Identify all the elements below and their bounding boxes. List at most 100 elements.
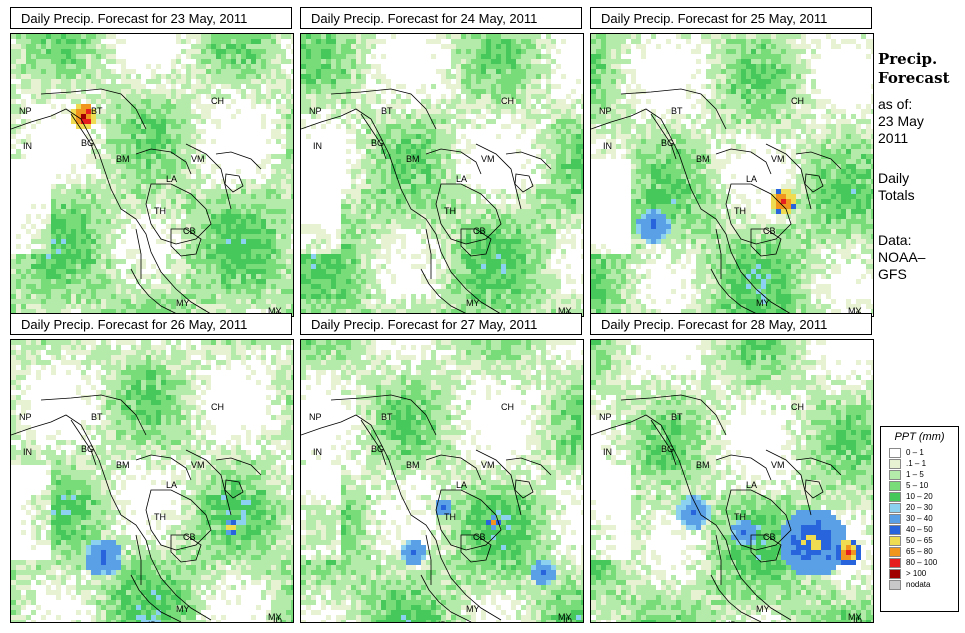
country-label: MY — [268, 612, 282, 622]
side-daily-line: Daily — [878, 170, 910, 186]
precip-grid — [301, 340, 583, 622]
country-border — [40, 88, 147, 130]
precip-map-svg: NPBTCHINBGBMVMLATHCBMYIDIDMY — [301, 34, 583, 316]
border-lines — [301, 88, 552, 316]
country-label: CB — [473, 226, 486, 236]
legend-item: 10 – 20 — [889, 491, 958, 502]
country-label: CH — [791, 402, 804, 412]
country-label: MY — [176, 298, 190, 308]
country-border — [435, 183, 502, 245]
legend-swatch — [889, 513, 901, 524]
country-border — [650, 419, 677, 466]
country-label: CB — [183, 226, 196, 236]
country-label: CH — [211, 96, 224, 106]
country-border — [70, 419, 97, 466]
coastline — [11, 108, 212, 316]
country-border — [514, 479, 534, 499]
side-data-line: NOAA– — [878, 249, 926, 265]
country-label: ID — [728, 620, 738, 622]
country-border — [360, 113, 387, 160]
country-label: LA — [456, 174, 467, 184]
legend-swatch — [889, 491, 901, 502]
legend-item: 5 – 10 — [889, 480, 958, 491]
country-label: BG — [371, 444, 384, 454]
legend-label: 30 – 40 — [906, 514, 933, 523]
legend-swatch — [889, 535, 901, 546]
country-border — [804, 479, 824, 499]
legend-label: nodata — [906, 580, 931, 589]
country-label: BG — [81, 444, 94, 454]
country-label: LA — [166, 480, 177, 490]
legend-item: nodata — [889, 579, 958, 590]
country-label: TH — [154, 206, 166, 216]
legend-item: 30 – 40 — [889, 513, 958, 524]
side-title-line: Forecast — [878, 69, 950, 87]
country-border — [135, 228, 142, 279]
country-label: ID — [148, 620, 158, 622]
legend-label: 5 – 10 — [906, 481, 929, 490]
forecast-map: NPBTCHINBGBMVMLATHCBMYIDIDMY — [300, 33, 584, 317]
country-label: TH — [444, 512, 456, 522]
country-label: VM — [191, 460, 205, 470]
country-border — [425, 228, 432, 279]
country-label: BT — [381, 106, 393, 116]
legend-item: 1 – 5 — [889, 469, 958, 480]
panel-title: Daily Precip. Forecast for 26 May, 2011 — [10, 313, 292, 335]
country-label: IN — [23, 447, 32, 457]
country-border — [170, 534, 202, 563]
country-label: CH — [501, 96, 514, 106]
country-border — [505, 151, 552, 170]
legend-label: > 100 — [906, 569, 927, 578]
country-label: VM — [481, 460, 495, 470]
country-label: BG — [661, 138, 674, 148]
country-border — [715, 148, 772, 175]
border-lines — [591, 394, 842, 622]
country-border — [425, 454, 482, 481]
country-label: MY — [756, 604, 770, 614]
country-label: MY — [466, 604, 480, 614]
country-label: CB — [763, 226, 776, 236]
country-label: IN — [23, 141, 32, 151]
border-lines — [11, 394, 262, 622]
country-label: LA — [746, 174, 757, 184]
country-label: BM — [406, 154, 420, 164]
legend-item: 20 – 30 — [889, 502, 958, 513]
country-label: BT — [671, 412, 683, 422]
country-label: ID — [563, 616, 573, 622]
side-data-line: GFS — [878, 266, 907, 282]
country-border — [804, 173, 824, 193]
country-label: TH — [154, 512, 166, 522]
legend-swatch — [889, 524, 901, 535]
country-border — [215, 457, 262, 476]
panel-title: Daily Precip. Forecast for 28 May, 2011 — [590, 313, 872, 335]
country-border — [620, 88, 727, 130]
legend-item: > 100 — [889, 568, 958, 579]
country-label: BT — [91, 106, 103, 116]
country-border — [725, 489, 792, 551]
country-label: BG — [81, 138, 94, 148]
legend-swatch — [889, 502, 901, 513]
side-asof: as of: 23 May 2011 — [878, 96, 924, 147]
legend-label: 20 – 30 — [906, 503, 933, 512]
country-label: CH — [211, 402, 224, 412]
country-label: LA — [746, 480, 757, 490]
coastline — [301, 414, 502, 622]
precip-grid — [11, 340, 293, 622]
country-label: MY — [848, 612, 862, 622]
precip-map-svg: NPBTCHINBGBMVMLATHCBMYIDIDMY — [11, 340, 293, 622]
country-label: VM — [191, 154, 205, 164]
country-label: MY — [268, 306, 282, 316]
side-asof-line: 23 May — [878, 113, 924, 129]
country-label: MY — [756, 298, 770, 308]
country-label: BG — [371, 138, 384, 148]
country-border — [795, 457, 842, 476]
side-daily: Daily Totals — [878, 170, 915, 204]
country-label: ID — [273, 616, 283, 622]
country-border — [224, 173, 244, 193]
country-label: IN — [313, 141, 322, 151]
legend-label: 10 – 20 — [906, 492, 933, 501]
legend-item: 65 – 80 — [889, 546, 958, 557]
side-daily-line: Totals — [878, 187, 915, 203]
country-border — [765, 449, 812, 516]
legend-item: 0 – 1 — [889, 447, 958, 458]
